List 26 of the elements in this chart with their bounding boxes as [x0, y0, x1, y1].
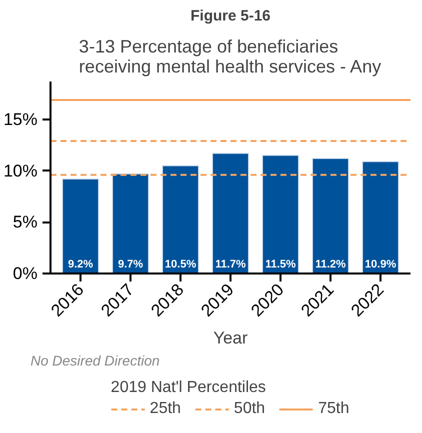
data-label: 11.5%	[265, 258, 296, 270]
legend-label: 50th	[234, 400, 266, 418]
data-label: 10.5%	[164, 258, 196, 270]
data-label: 11.7%	[215, 258, 246, 270]
data-label: 9.2%	[68, 258, 94, 270]
bar	[162, 165, 199, 274]
y-tick-label: 15%	[3, 110, 38, 129]
bar	[312, 158, 349, 274]
data-label: 9.7%	[118, 258, 144, 270]
bar	[362, 161, 399, 274]
y-tick-label: 10%	[3, 161, 38, 180]
text: No Desired Direction	[30, 352, 160, 368]
y-tick-label: 0%	[12, 264, 38, 283]
bar	[62, 178, 99, 274]
legend-title: 2019 Nat'l Percentiles	[110, 379, 267, 397]
x-axis-title: Year	[213, 328, 248, 348]
bar	[212, 152, 249, 274]
data-label: 11.2%	[315, 258, 346, 270]
y-tick-label: 5%	[12, 212, 38, 232]
data-label: 10.9%	[364, 258, 396, 270]
chart-title: Figure 5-16	[190, 8, 271, 24]
bar	[262, 154, 299, 274]
legend-label: 75th	[318, 400, 350, 418]
legend-label: 25th	[150, 400, 181, 418]
bar	[112, 173, 149, 274]
chart-subtitle: 3-13 Percentage of beneficiaries receiving mental health services - Any	[78, 36, 382, 76]
